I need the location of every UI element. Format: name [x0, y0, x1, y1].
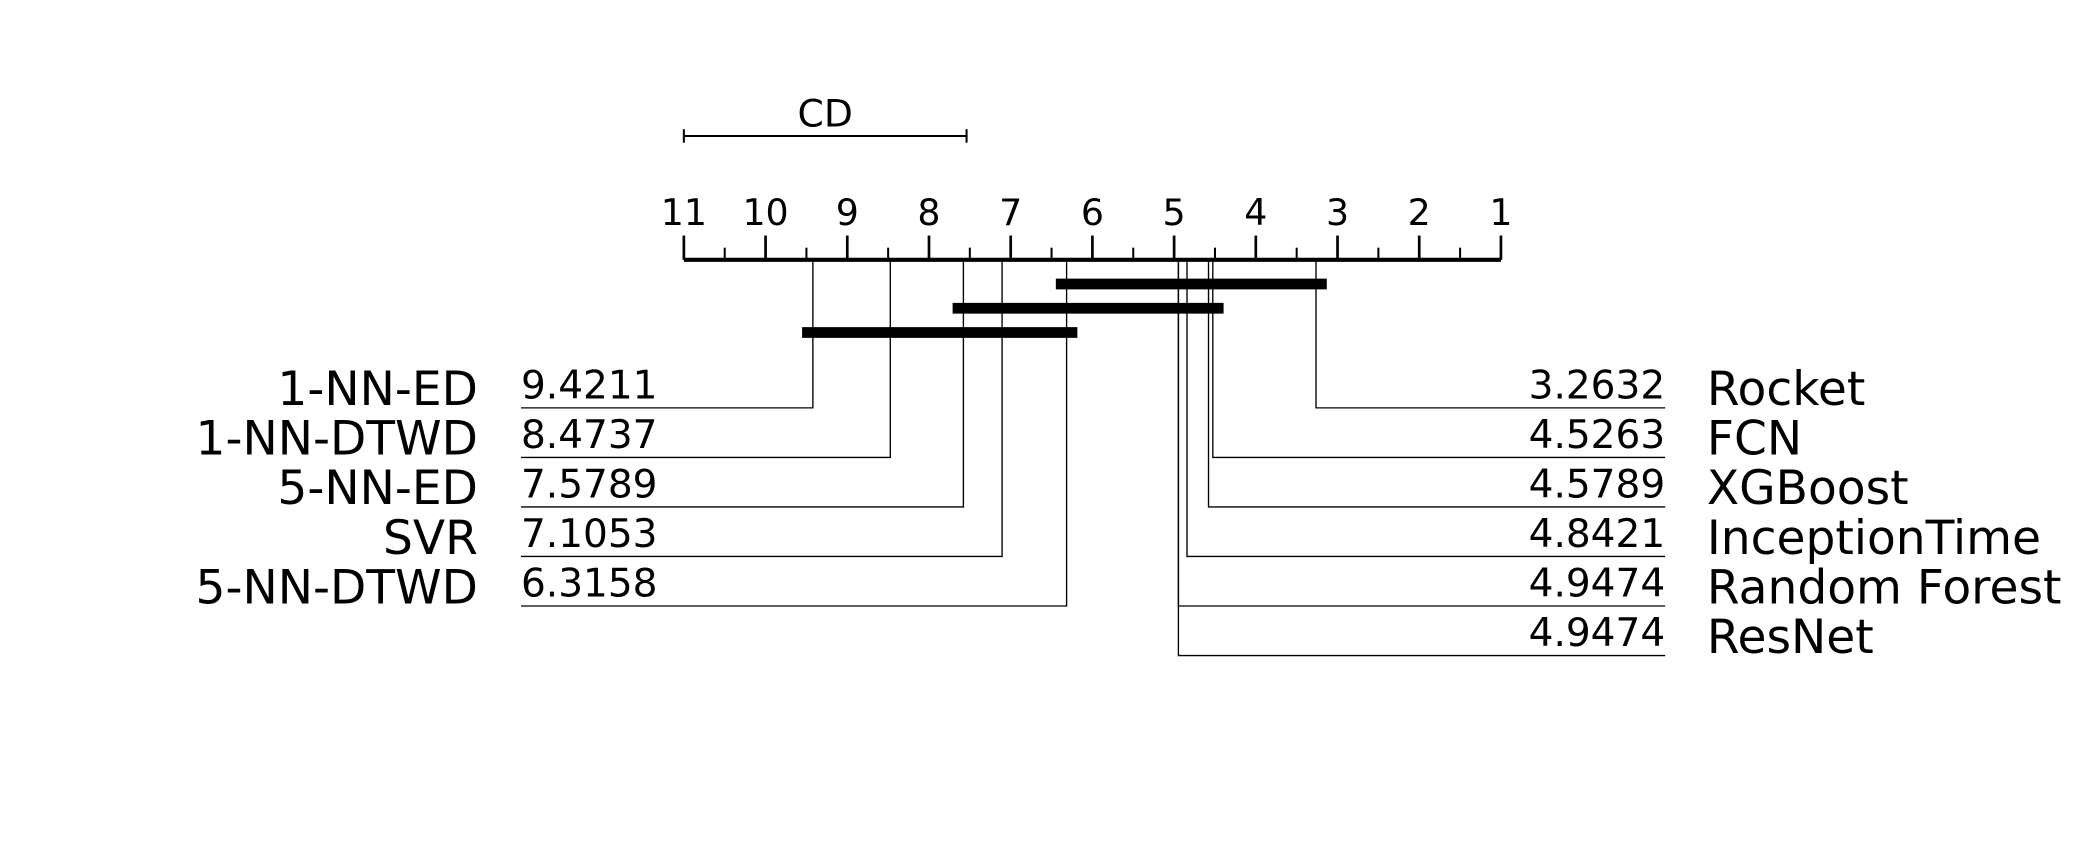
rank-label: 4.5789 — [1529, 463, 1666, 508]
method-name: 1-NN-ED — [277, 362, 477, 417]
method-name: 5-NN-DTWD — [196, 560, 478, 615]
method-name: Random Forest — [1707, 560, 2062, 615]
rank-line — [520, 259, 1003, 558]
method-name: ResNet — [1707, 610, 1874, 665]
rank-label: 9.4211 — [521, 363, 658, 408]
rank-label: 8.4737 — [521, 413, 658, 458]
method-name: Rocket — [1707, 362, 1865, 417]
method-name: InceptionTime — [1707, 511, 2041, 566]
x-tick-label: 3 — [1326, 191, 1349, 234]
x-tick-label: 10 — [742, 191, 788, 234]
rank-label: 4.9474 — [1529, 611, 1666, 656]
rank-line — [520, 259, 891, 459]
x-tick-label: 5 — [1163, 191, 1186, 234]
method-name: 5-NN-ED — [277, 461, 477, 516]
rank-label: 4.5263 — [1529, 413, 1666, 458]
rank-label: 4.8421 — [1529, 512, 1666, 557]
rank-line — [520, 259, 1068, 607]
x-tick-label: 6 — [1081, 191, 1104, 234]
x-tick-label: 1 — [1489, 191, 1512, 234]
method-name: FCN — [1707, 412, 1802, 467]
rank-line — [1212, 259, 1666, 459]
rank-line — [1186, 259, 1666, 558]
x-tick-label: 4 — [1244, 191, 1267, 234]
rank-label: 7.1053 — [521, 512, 658, 557]
rank-line — [1177, 259, 1666, 657]
x-tick-label: 9 — [836, 191, 859, 234]
x-tick-label: 11 — [661, 191, 707, 234]
rank-line — [520, 259, 965, 508]
method-name: XGBoost — [1707, 461, 1909, 516]
method-name: 1-NN-DTWD — [196, 412, 478, 467]
x-tick-label: 8 — [917, 191, 940, 234]
rank-line — [1207, 259, 1666, 508]
x-tick-label: 2 — [1408, 191, 1431, 234]
rank-label: 7.5789 — [521, 463, 658, 508]
rank-label: 4.9474 — [1529, 562, 1666, 607]
rank-label: 6.3158 — [521, 562, 658, 607]
rank-label: 3.2632 — [1529, 363, 1666, 408]
cd-label: CD — [798, 92, 853, 136]
rank-line — [1315, 259, 1666, 409]
x-tick-label: 7 — [999, 191, 1022, 234]
method-name: SVR — [383, 511, 478, 566]
rank-line — [520, 259, 814, 409]
